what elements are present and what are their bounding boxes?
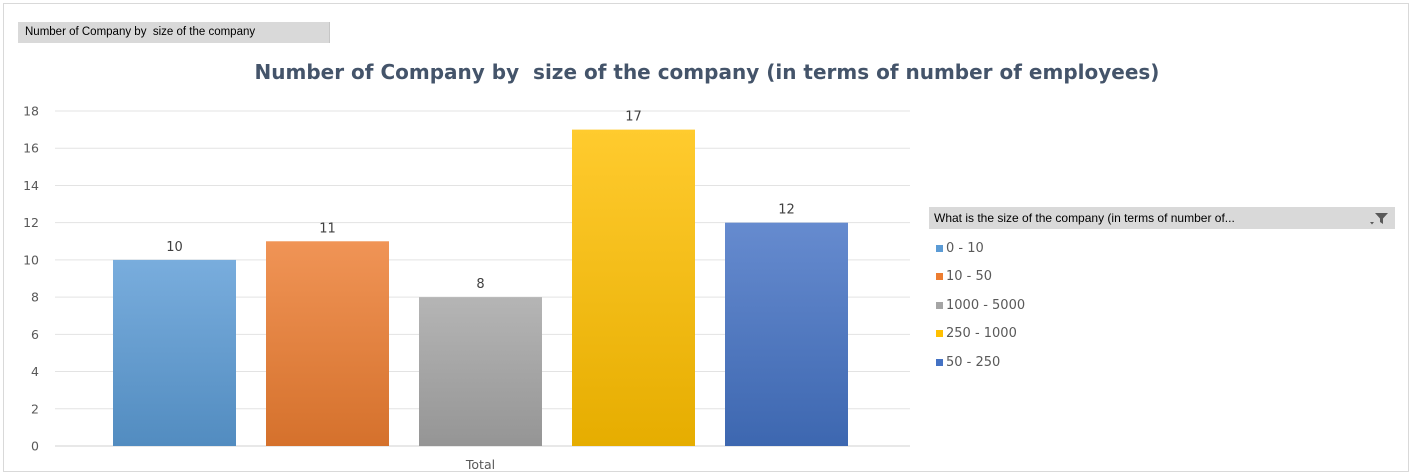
legend-title: What is the size of the company (in term…: [934, 211, 1235, 225]
legend-swatch: [936, 301, 943, 309]
legend-item[interactable]: 50 - 250: [929, 348, 1395, 377]
data-label: 11: [319, 221, 336, 236]
legend-items: 0 - 10 10 - 50 1000 - 5000 250 - 1000 50 - 2…: [929, 234, 1395, 377]
filter-dropdown-icon[interactable]: [1369, 211, 1389, 225]
bar: [266, 241, 389, 446]
x-tick-label: Total: [465, 457, 495, 472]
legend-item[interactable]: 250 - 1000: [929, 320, 1395, 349]
bar: [113, 259, 236, 446]
legend-filter-field[interactable]: What is the size of the company (in term…: [929, 207, 1395, 229]
pivot-field-button[interactable]: Number of Company by size of the company: [18, 22, 330, 43]
data-label: 17: [625, 110, 642, 125]
legend-label: 50 - 250: [946, 354, 1001, 370]
bar: [725, 222, 848, 446]
y-tick-label: 10: [23, 252, 39, 267]
legend-label: 1000 - 5000: [946, 297, 1026, 313]
legend-swatch: [936, 273, 943, 281]
legend-item[interactable]: 0 - 10: [929, 234, 1395, 263]
data-label: 12: [778, 203, 795, 218]
y-tick-label: 6: [31, 327, 39, 342]
legend-swatch: [936, 358, 943, 366]
data-label: 8: [476, 277, 484, 292]
legend-label: 0 - 10: [946, 240, 984, 256]
data-label: 10: [166, 240, 183, 255]
chart-title: Number of Company by size of the company…: [254, 60, 1160, 84]
legend-item[interactable]: 1000 - 5000: [929, 291, 1395, 320]
bar: [419, 297, 542, 446]
legend: What is the size of the company (in term…: [929, 207, 1395, 377]
y-tick-label: 4: [31, 364, 39, 379]
y-tick-label: 12: [23, 215, 39, 230]
legend-label: 250 - 1000: [946, 326, 1017, 342]
y-tick-label: 18: [23, 104, 39, 119]
y-tick-label: 14: [23, 178, 39, 193]
legend-item[interactable]: 10 - 50: [929, 263, 1395, 292]
chart-area: [3, 3, 1409, 472]
y-tick-label: 16: [23, 141, 39, 156]
y-tick-label: 8: [31, 290, 39, 305]
legend-swatch: [936, 330, 943, 338]
y-tick-label: 0: [31, 439, 39, 454]
legend-label: 10 - 50: [946, 269, 993, 285]
y-tick-label: 2: [31, 401, 39, 416]
bar: [572, 129, 695, 446]
legend-swatch: [936, 244, 943, 252]
